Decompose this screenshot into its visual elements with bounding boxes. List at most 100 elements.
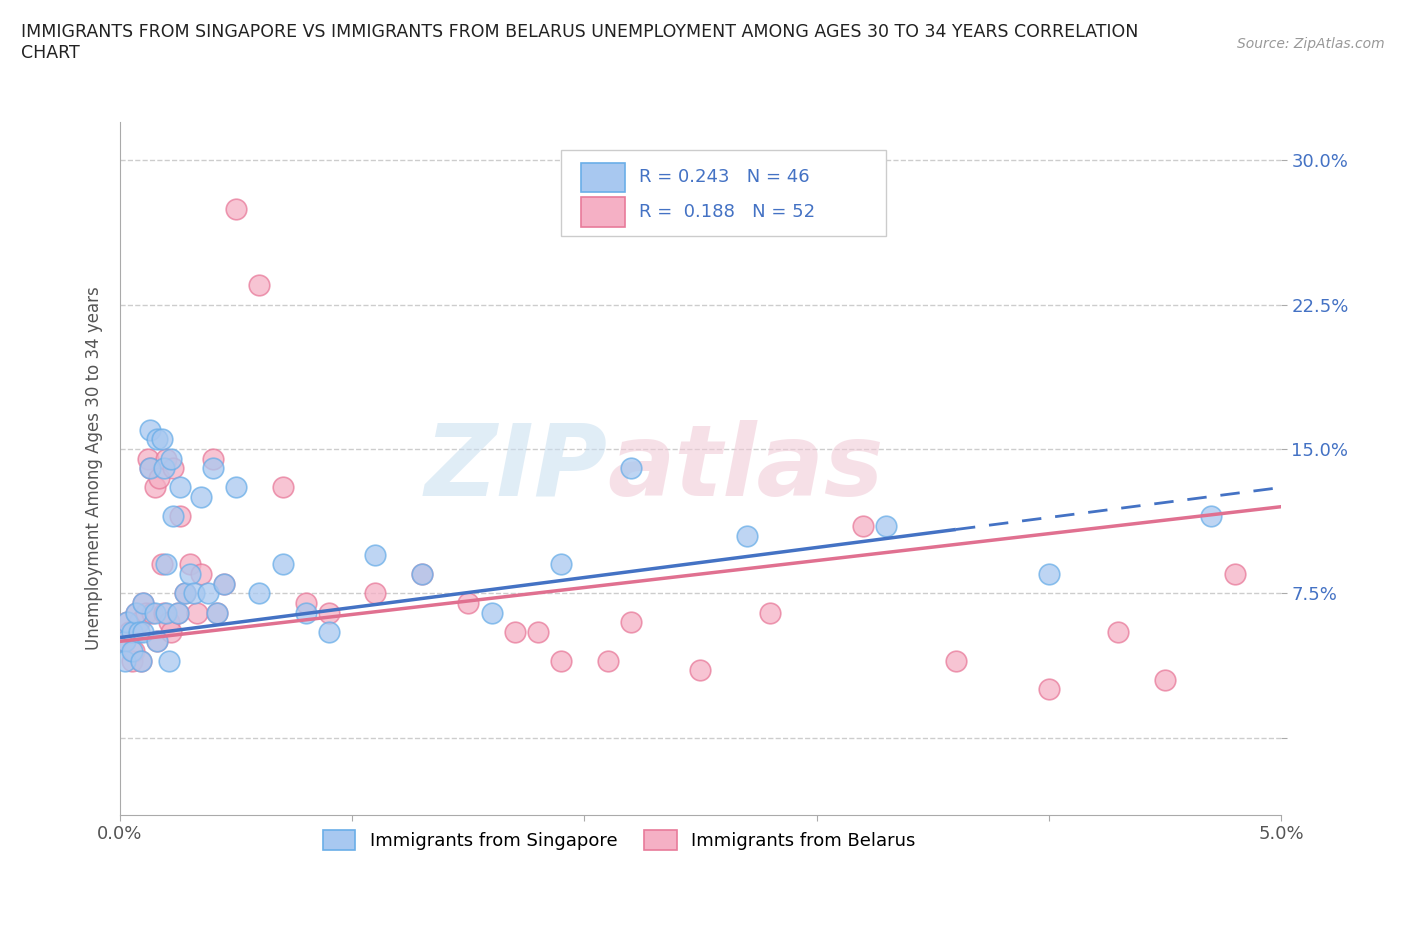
Point xyxy=(247,586,270,601)
Point xyxy=(167,605,190,620)
Point xyxy=(128,615,150,630)
FancyBboxPatch shape xyxy=(561,150,886,236)
Point xyxy=(129,653,152,668)
Point xyxy=(153,460,176,475)
Point xyxy=(411,566,433,581)
Point xyxy=(214,577,236,591)
Point xyxy=(150,557,173,572)
Point xyxy=(125,605,148,620)
Point xyxy=(160,451,183,466)
Point xyxy=(271,557,294,572)
Point xyxy=(122,644,145,658)
Point xyxy=(153,605,176,620)
Legend: Immigrants from Singapore, Immigrants from Belarus: Immigrants from Singapore, Immigrants fr… xyxy=(315,823,922,857)
Point xyxy=(620,615,643,630)
Y-axis label: Unemployment Among Ages 30 to 34 years: Unemployment Among Ages 30 to 34 years xyxy=(86,286,103,650)
Point xyxy=(190,490,212,505)
Point xyxy=(596,653,619,668)
Bar xyxy=(581,163,626,192)
Point xyxy=(503,624,526,639)
Point xyxy=(294,595,316,610)
Point xyxy=(481,605,503,620)
Point xyxy=(162,460,184,475)
Point xyxy=(114,634,136,649)
Point xyxy=(318,605,340,620)
Point xyxy=(186,605,208,620)
Text: Source: ZipAtlas.com: Source: ZipAtlas.com xyxy=(1237,37,1385,51)
Point xyxy=(160,624,183,639)
Point xyxy=(201,460,224,475)
Point xyxy=(162,509,184,524)
Point xyxy=(121,644,143,658)
Point xyxy=(364,586,387,601)
Point xyxy=(550,557,572,572)
Point xyxy=(735,528,758,543)
Point xyxy=(139,460,162,475)
Point xyxy=(139,460,162,475)
Point xyxy=(114,653,136,668)
Point xyxy=(155,451,177,466)
Point xyxy=(318,624,340,639)
Point xyxy=(1223,566,1246,581)
Point xyxy=(157,615,180,630)
Point xyxy=(852,519,875,534)
Point xyxy=(411,566,433,581)
Point xyxy=(146,432,169,446)
Point xyxy=(150,432,173,446)
Point xyxy=(527,624,550,639)
Point xyxy=(143,480,166,495)
Point xyxy=(174,586,197,601)
Point xyxy=(134,605,156,620)
Point xyxy=(214,577,236,591)
Point xyxy=(179,557,201,572)
Point xyxy=(115,615,138,630)
Point xyxy=(620,460,643,475)
Point xyxy=(225,201,247,216)
Point xyxy=(207,605,229,620)
Point xyxy=(225,480,247,495)
Point xyxy=(132,624,155,639)
Point xyxy=(129,653,152,668)
Point xyxy=(550,653,572,668)
Point xyxy=(132,595,155,610)
Point xyxy=(689,663,711,678)
Point xyxy=(1038,682,1060,697)
Point xyxy=(759,605,782,620)
Point xyxy=(139,422,162,437)
Point xyxy=(169,509,191,524)
Point xyxy=(174,586,197,601)
Point xyxy=(201,451,224,466)
Point xyxy=(143,605,166,620)
Point xyxy=(125,605,148,620)
Point xyxy=(271,480,294,495)
Point xyxy=(457,595,479,610)
Point xyxy=(945,653,967,668)
Point xyxy=(155,605,177,620)
Point xyxy=(294,605,316,620)
Point xyxy=(1154,672,1177,687)
Point xyxy=(128,624,150,639)
Point xyxy=(115,615,138,630)
Point xyxy=(146,634,169,649)
Text: ZIP: ZIP xyxy=(425,419,607,517)
Point xyxy=(132,595,155,610)
Point xyxy=(169,480,191,495)
Point xyxy=(197,586,219,601)
Point xyxy=(146,634,169,649)
Point xyxy=(136,451,159,466)
Point xyxy=(1108,624,1130,639)
Point xyxy=(141,605,163,620)
Point xyxy=(157,653,180,668)
Text: atlas: atlas xyxy=(607,419,884,517)
Text: R = 0.243   N = 46: R = 0.243 N = 46 xyxy=(638,168,810,186)
Point xyxy=(121,624,143,639)
Point xyxy=(183,586,205,601)
Point xyxy=(190,566,212,581)
Point xyxy=(1201,509,1223,524)
Point xyxy=(875,519,897,534)
Point xyxy=(121,653,143,668)
Bar xyxy=(581,197,626,227)
Point xyxy=(247,278,270,293)
Point xyxy=(1038,566,1060,581)
Point xyxy=(118,624,141,639)
